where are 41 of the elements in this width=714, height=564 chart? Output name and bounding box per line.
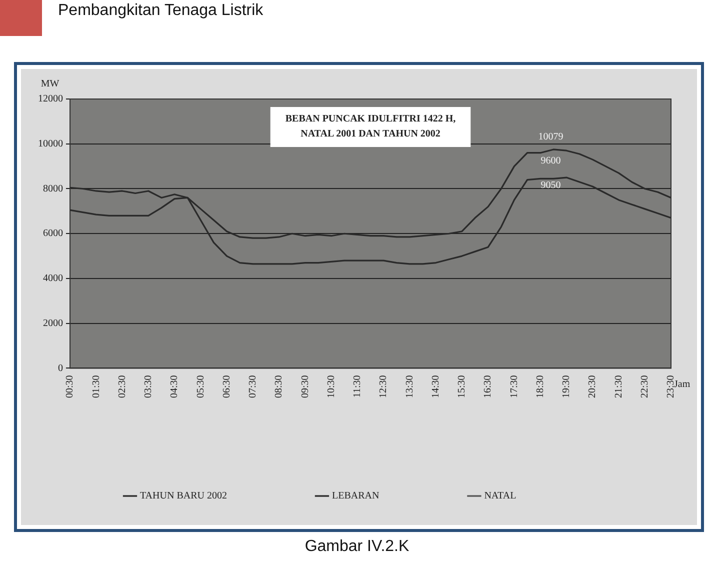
x-tick-label: 19:30 [561,375,572,398]
y-tick-label: 2000 [43,318,63,329]
x-tick-label: 00:30 [64,375,76,398]
x-tick-label: 04:30 [169,375,180,398]
legend-label: NATAL [484,490,516,502]
x-tick-label: 09:30 [300,375,311,398]
y-tick-label: 0 [58,362,63,374]
x-tick-label: 22:30 [639,375,650,398]
x-tick-label: 15:30 [456,375,468,398]
y-tick-label: 6000 [43,228,63,240]
x-axis-title: Jam [674,378,690,390]
x-tick-label: 08:30 [274,375,285,398]
x-tick-label: 21:30 [613,375,624,398]
annotation: 9600 [540,156,561,167]
x-tick-label: 01:30 [90,375,102,398]
x-tick-label: 20:30 [587,375,598,398]
x-tick-label: 18:30 [534,375,546,398]
y-axis-title: MW [40,78,60,90]
x-tick-label: 11:30 [352,375,364,398]
legend-label: TAHUN BARU 2002 [140,490,227,502]
x-tick-label: 13:30 [404,375,416,398]
x-tick-label: 06:30 [221,375,232,398]
x-tick-label: 16:30 [482,375,494,398]
y-tick-label: 4000 [43,273,63,284]
x-tick-label: 03:30 [143,375,154,398]
x-tick-label: 12:30 [378,375,390,398]
x-tick-label: 05:30 [195,375,206,398]
text: BEBAN PUNCAK IDULFITRI 1422 H, NATAL 2001 DAN TAHUN 2002 [285,114,456,140]
x-tick-label: 17:30 [508,375,520,398]
x-tick-label: 02:30 [116,375,128,398]
x-tick-label: 07:30 [248,375,259,398]
text: Pembangkitan Tenaga Listrik [58,2,264,20]
annotation: 9050 [540,180,561,191]
x-tick-label: 10:30 [326,375,337,398]
x-tick-label: 14:30 [430,375,442,398]
y-tick-label: 12000 [38,94,63,105]
text: Gambar IV.2.K [304,538,410,556]
legend-label: LEBARAN [332,490,380,502]
annotation: 10079 [538,131,564,142]
y-tick-label: 8000 [43,183,63,194]
y-tick-label: 10000 [38,138,63,150]
